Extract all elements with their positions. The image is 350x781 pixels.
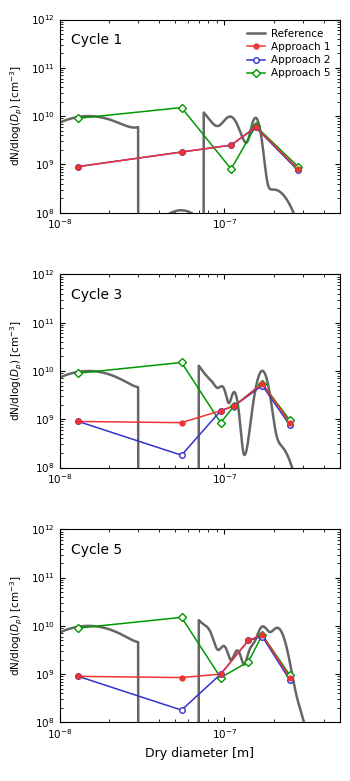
Legend: Reference, Approach 1, Approach 2, Approach 5: Reference, Approach 1, Approach 2, Appro… xyxy=(243,25,334,83)
Y-axis label: dN/dlog$(D_p)$ [cm$^{-3}$]: dN/dlog$(D_p)$ [cm$^{-3}$] xyxy=(9,321,25,421)
X-axis label: Dry diameter [m]: Dry diameter [m] xyxy=(145,747,254,760)
Text: Cycle 3: Cycle 3 xyxy=(71,288,122,302)
Text: Cycle 5: Cycle 5 xyxy=(71,543,122,557)
Y-axis label: dN/dlog$(D_p)$ [cm$^{-3}$]: dN/dlog$(D_p)$ [cm$^{-3}$] xyxy=(9,66,25,166)
Text: Cycle 1: Cycle 1 xyxy=(71,33,122,47)
Y-axis label: dN/dlog$(D_p)$ [cm$^{-3}$]: dN/dlog$(D_p)$ [cm$^{-3}$] xyxy=(9,576,25,676)
